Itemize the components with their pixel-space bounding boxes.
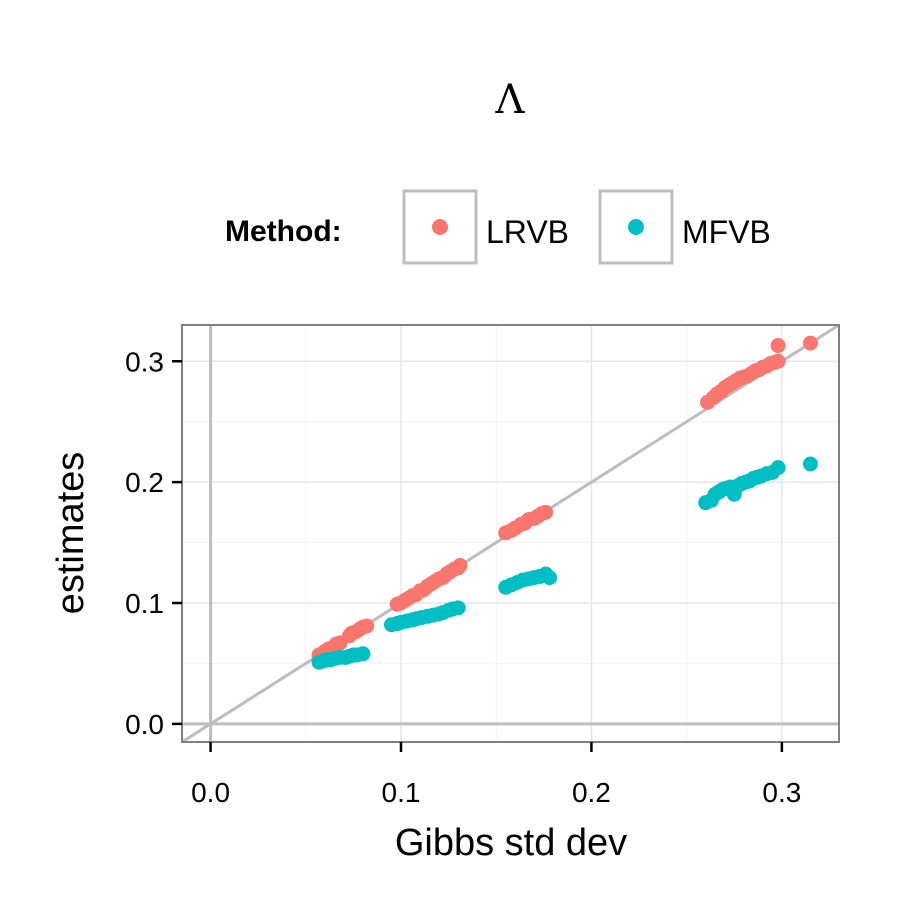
- legend-key-lrvb: [432, 219, 448, 235]
- point-lrvb: [770, 338, 786, 354]
- point-mfvb: [355, 646, 371, 662]
- x-axis-label: Gibbs std dev: [395, 822, 627, 864]
- point-mfvb: [542, 570, 558, 586]
- x-tick-label: 0.1: [382, 777, 421, 808]
- point-lrvb: [802, 335, 818, 351]
- y-tick-label: 0.1: [125, 588, 164, 619]
- y-tick-label: 0.2: [125, 467, 164, 498]
- point-lrvb: [359, 618, 375, 634]
- point-mfvb: [770, 460, 786, 476]
- legend-key-mfvb: [628, 219, 644, 235]
- point-mfvb: [450, 600, 466, 616]
- point-lrvb: [770, 353, 786, 369]
- x-tick-label: 0.3: [762, 777, 801, 808]
- chart-title: Λ: [495, 77, 526, 123]
- legend-label-mfvb: MFVB: [682, 214, 771, 250]
- point-lrvb: [538, 504, 554, 520]
- plot-border: [181, 324, 840, 743]
- x-tick-label: 0.0: [191, 777, 230, 808]
- point-lrvb: [452, 558, 468, 574]
- x-tick-label: 0.2: [572, 777, 611, 808]
- y-tick-label: 0.0: [125, 709, 164, 740]
- point-mfvb: [802, 456, 818, 472]
- data-points: [311, 335, 818, 670]
- legend: Method: LRVB MFVB: [225, 189, 771, 265]
- legend-label-lrvb: LRVB: [486, 214, 569, 250]
- y-tick-label: 0.3: [125, 346, 164, 377]
- legend-key-box-lrvb: [402, 189, 478, 265]
- plot-frame: [181, 324, 840, 743]
- legend-title: Method:: [225, 215, 342, 248]
- axes: 0.0 0.1 0.2 0.3 0.0 0.1 0.2 0.3: [125, 346, 801, 808]
- y-axis-label: estimates: [50, 452, 92, 615]
